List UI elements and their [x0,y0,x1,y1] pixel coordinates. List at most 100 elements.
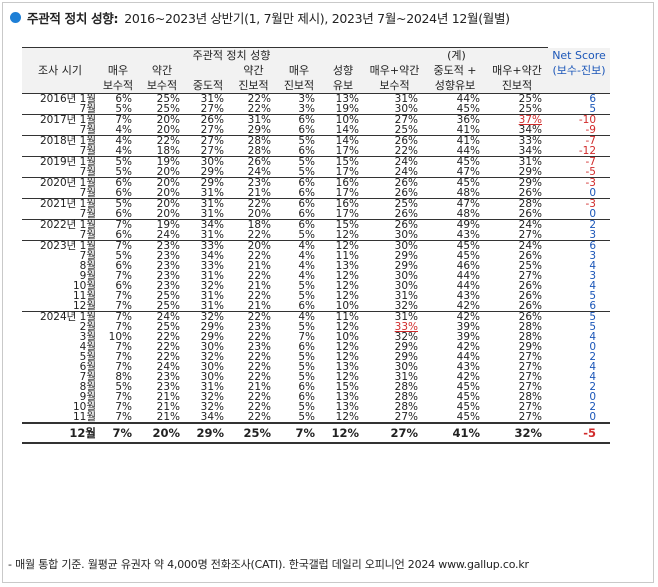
value-cell: 5% [298,411,315,423]
value-cell: 6% [115,229,132,241]
value-cell: 13% [321,93,365,104]
value-cell: 24% [156,361,180,373]
value-cell: 34% [518,124,542,136]
value-cell: 29% [200,331,224,343]
value-cell: 31% [186,93,230,104]
value-cell: 26% [365,177,424,188]
value-cell: 29% [200,166,224,178]
table-row: 7월 6% 20% 31% 20% 6% 17% 26% 48% 26% 0 [22,209,610,220]
period-label: 2월 [79,321,96,333]
footer-note: - 매월 통합 기준. 월평균 유권자 약 4,000명 전화조사(CATI).… [8,558,529,571]
value-cell: 21% [247,260,271,272]
value-cell: 6% [277,198,321,209]
period-label: 6월 [79,361,96,373]
period-label: 2021년 1월 [22,198,98,209]
value-cell: 6% [298,145,315,157]
table-row: 4월 7% 22% 30% 23% 6% 12% 29% 42% 29% 0 [22,341,610,353]
column-header-line2: 보수적 [138,78,186,94]
table-row: 10월 6% 23% 32% 21% 5% 12% 30% 44% 26% 4 [22,280,610,292]
value-cell: 5% [298,290,315,302]
value-cell: 12% [321,240,365,251]
value-cell: 29% [394,341,418,353]
value-cell: 22% [230,311,277,322]
value-cell: 29% [394,250,418,262]
value-cell: 29% [486,177,548,188]
value-cell: 49% [424,219,486,230]
value-cell: 32% [186,311,230,322]
value-cell: 5% [277,156,321,167]
value-cell: 30% [394,270,418,282]
value-cell: 27% [365,114,424,125]
value-cell: 47% [456,166,480,178]
value-cell: 21% [156,391,180,403]
value-cell: 29% [518,341,542,353]
value-cell: 5% [298,401,315,413]
value-cell: 39% [456,331,480,343]
value-cell: 5% [115,250,132,262]
period-label: 2016년 1월 [22,93,98,104]
net-score-cell: -5 [585,166,596,178]
period-label: 12월 [72,300,96,312]
value-cell: 32% [200,391,224,403]
value-cell: 27% [518,411,542,423]
value-cell: 26% [365,219,424,230]
table-row: 11월 7% 21% 34% 22% 5% 12% 27% 45% 27% 0 [22,412,610,423]
column-header-line1: 약간 [230,63,277,78]
value-cell: 23% [156,381,180,393]
table-row: 2020년 1월 6% 20% 29% 23% 6% 16% 26% 45% 29% -3 [22,177,610,188]
value-cell: 21% [247,187,271,199]
value-cell: 6% [298,381,315,393]
value-cell: 5% [115,381,132,393]
value-cell: 20% [247,208,271,220]
net-score-cell: 4 [589,371,596,383]
period-label: 7월 [79,208,96,220]
value-cell: 23% [247,321,271,333]
value-cell: 6% [298,341,315,353]
column-header-line1: 성향 [321,63,365,78]
value-cell: 29% [394,260,418,272]
table-row: 2022년 1월 7% 19% 34% 18% 6% 15% 26% 49% 24% 2 [22,219,610,230]
value-cell: 20% [138,114,186,125]
column-header-line1: 매우 [98,63,138,78]
value-cell: 42% [424,311,486,322]
value-cell: 26% [518,208,542,220]
net-score-cell: 4 [589,280,596,292]
net-score-header-blank [548,78,610,94]
period-label: 11월 [72,290,96,302]
value-cell: 20% [230,240,277,251]
value-cell: 46% [456,260,480,272]
value-cell: 44% [424,93,486,104]
value-cell: 7% [298,331,315,343]
value-cell: 42% [456,300,480,312]
value-cell: 6% [298,187,315,199]
net-score-cell: -10 [548,114,610,125]
value-cell: 11% [335,250,359,262]
period-label: 7월 [79,371,96,383]
period-label: 7월 [79,166,96,178]
net-score-cell: 4 [589,361,596,373]
value-cell: 26% [518,300,542,312]
value-cell: 31% [186,198,230,209]
value-cell: 26% [486,311,548,322]
value-cell: 22% [230,93,277,104]
value-cell: 26% [518,280,542,292]
value-cell: 34% [200,250,224,262]
value-cell: 25% [518,103,542,115]
value-cell: 12% [335,280,359,292]
value-cell: 44% [456,270,480,282]
table-row: 6월 7% 24% 30% 22% 5% 13% 30% 43% 27% 4 [22,361,610,373]
value-cell: 27% [518,229,542,241]
value-cell: 17% [335,187,359,199]
value-cell: 45% [456,103,480,115]
net-score-cell: 2 [548,219,610,230]
period-label: 2019년 1월 [22,156,98,167]
table-row: 2월 7% 25% 29% 23% 5% 12% 33% 39% 28% 5 [22,321,610,333]
value-cell: 32% [394,300,418,312]
value-cell: 7% [277,422,321,444]
value-cell: 29% [186,177,230,188]
value-cell: 16% [321,198,365,209]
value-cell: 22% [247,391,271,403]
value-cell: 34% [518,145,542,157]
value-cell: 17% [335,145,359,157]
value-cell: 6% [98,93,138,104]
